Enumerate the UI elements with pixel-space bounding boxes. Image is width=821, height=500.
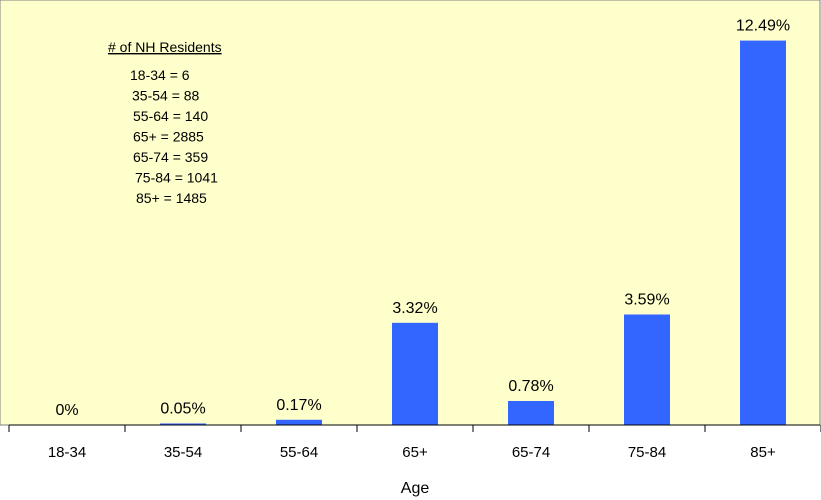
annotation-line: 75-84 = 1041	[135, 170, 218, 186]
data-label-65+: 3.32%	[392, 300, 437, 317]
annotation-line: 55-64 = 140	[133, 108, 208, 124]
x-axis-tick-labels: 18-34 35-54 55-64 65+ 65-74 75-84 85+	[48, 444, 776, 461]
tick-label-35-54: 35-54	[164, 444, 202, 461]
x-axis-ticks	[8, 425, 821, 432]
tick-label-75-84: 75-84	[628, 444, 666, 461]
bar-65+	[392, 322, 438, 425]
tick-label-65+: 65+	[402, 444, 428, 461]
bar-75-84	[624, 314, 670, 425]
bars-group	[160, 40, 786, 425]
data-label-75-84: 3.59%	[624, 292, 669, 309]
annotation-lines: 18-34 = 6 35-54 = 88 55-64 = 140 65+ = 2885…	[130, 67, 218, 206]
data-label-65-74: 0.78%	[508, 378, 553, 395]
tick-label-18-34: 18-34	[48, 444, 86, 461]
annotation-line: 65+ = 2885	[133, 129, 204, 145]
tick-label-65-74: 65-74	[512, 444, 550, 461]
data-label-35-54: 0.05%	[160, 400, 205, 417]
annotation-title: # of NH Residents	[108, 39, 222, 55]
residents-annotation: # of NH Residents 18-34 = 6 35-54 = 88 55-…	[108, 39, 222, 206]
annotation-line: 65-74 = 359	[133, 149, 208, 165]
x-axis-label: Age	[401, 480, 430, 497]
bar-65-74	[508, 400, 554, 425]
tick-label-55-64: 55-64	[280, 444, 318, 461]
bar-35-54	[160, 423, 206, 425]
data-label-85+: 12.49%	[736, 18, 790, 35]
bar-85+	[740, 40, 786, 425]
annotation-line: 35-54 = 88	[132, 88, 200, 104]
bar-55-64	[276, 419, 322, 425]
data-labels-group: 0% 0.05% 0.17% 3.32% 0.78% 3.59% 12.49%	[55, 18, 790, 419]
annotation-line: 18-34 = 6	[130, 67, 190, 83]
annotation-line: 85+ = 1485	[136, 190, 207, 206]
data-label-55-64: 0.17%	[276, 397, 321, 414]
tick-label-85+: 85+	[750, 444, 776, 461]
data-label-18-34: 0%	[55, 402, 78, 419]
